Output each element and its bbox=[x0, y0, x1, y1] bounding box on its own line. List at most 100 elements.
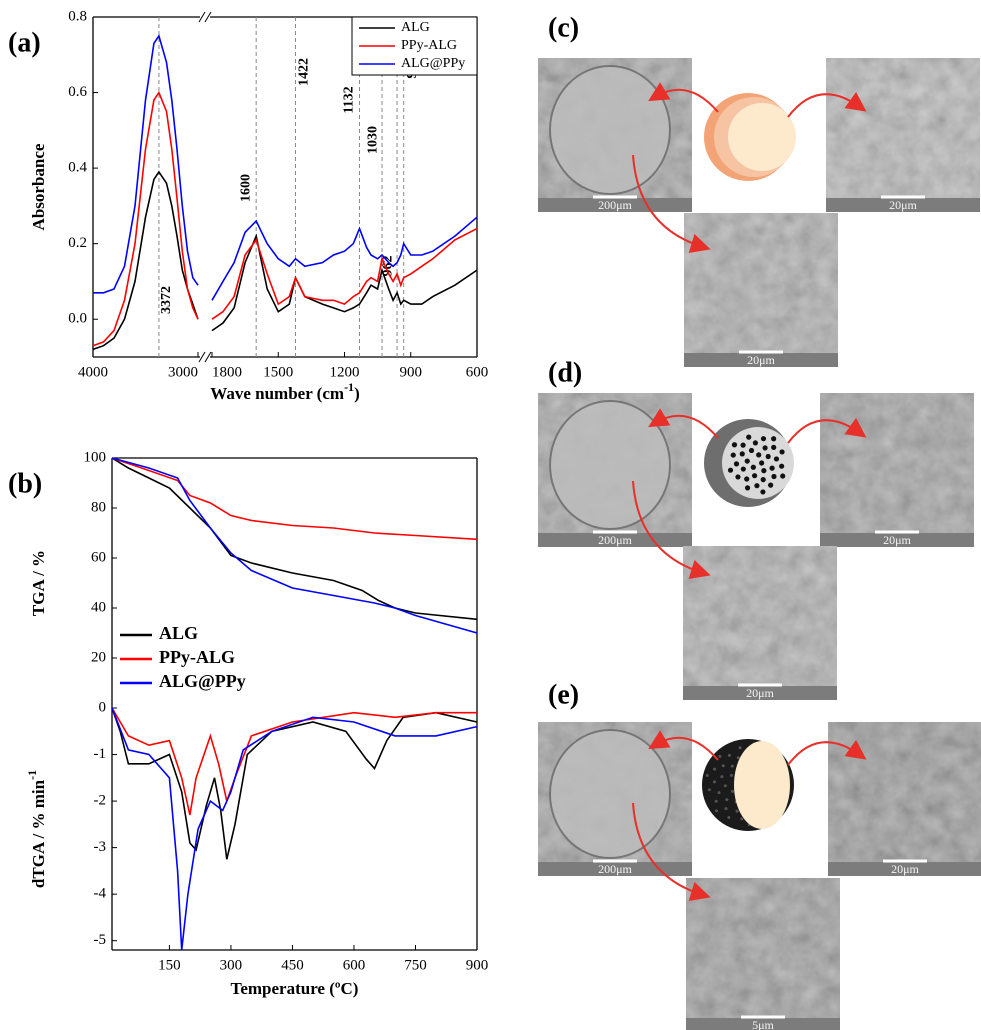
legend-label: PPy-ALG bbox=[401, 38, 457, 53]
legend-label: ALG@PPy bbox=[159, 671, 246, 691]
y-axis-label: dTGA / % min-1 bbox=[25, 770, 48, 888]
schematic-pore bbox=[761, 468, 766, 473]
y-tick-label: -3 bbox=[94, 839, 107, 855]
sem-texture bbox=[686, 878, 840, 1018]
schematic-pore bbox=[745, 485, 750, 490]
scale-label: 20μm bbox=[746, 686, 774, 700]
data-line bbox=[112, 458, 477, 539]
y-tick-label: 0.8 bbox=[68, 8, 87, 24]
data-line bbox=[112, 708, 477, 859]
schematic-pore bbox=[722, 764, 725, 767]
panel-label: (e) bbox=[548, 679, 579, 710]
schematic-pore bbox=[728, 468, 733, 473]
schematic-pore bbox=[769, 466, 774, 471]
x-tick-label: 750 bbox=[404, 957, 427, 973]
x-tick-label: 600 bbox=[343, 957, 366, 973]
legend-label: PPy-ALG bbox=[159, 647, 235, 667]
schematic-pore bbox=[744, 476, 749, 481]
schematic-pore bbox=[737, 756, 740, 759]
x-tick-label: 600 bbox=[466, 364, 489, 380]
schematic-pore bbox=[731, 765, 734, 768]
schematic-pore bbox=[740, 443, 745, 448]
bead bbox=[550, 66, 670, 194]
y-axis-label-part: -1 bbox=[25, 770, 39, 780]
schematic-pore bbox=[735, 474, 740, 479]
schematic-core bbox=[728, 103, 796, 171]
schematic-pore bbox=[715, 809, 718, 812]
schematic-pore bbox=[751, 465, 756, 470]
y-tick-label: 100 bbox=[84, 449, 107, 465]
x-tick-label: 450 bbox=[281, 957, 304, 973]
legend-label: ALG@PPy bbox=[401, 56, 465, 71]
y-tick-label: 20 bbox=[91, 649, 106, 665]
x-tick-label: 300 bbox=[220, 957, 243, 973]
sem-texture bbox=[684, 213, 838, 353]
scale-label: 20μm bbox=[747, 353, 775, 367]
schematic-pore bbox=[780, 473, 785, 478]
x-axis-label: Temperature (ºC) bbox=[231, 979, 359, 998]
schematic-pore bbox=[771, 474, 776, 479]
x-axis-label: Wave number (cm-1) bbox=[210, 380, 359, 403]
schematic-pore bbox=[759, 460, 764, 465]
schematic-pore bbox=[739, 746, 742, 749]
y-tick-label: -1 bbox=[94, 746, 107, 762]
schematic-core bbox=[722, 427, 794, 499]
schematic-pore bbox=[761, 436, 766, 441]
y-tick-label: 80 bbox=[91, 499, 106, 515]
schematic-pore bbox=[725, 798, 728, 801]
scale-label: 20μm bbox=[891, 862, 919, 876]
legend-label: ALG bbox=[159, 623, 198, 643]
schematic-pore bbox=[740, 817, 743, 820]
schematic-pore bbox=[713, 780, 716, 783]
data-line bbox=[212, 217, 477, 300]
y-tick-label: -4 bbox=[94, 886, 107, 902]
schematic-pore bbox=[771, 436, 776, 441]
schematic-pore bbox=[706, 774, 709, 777]
schematic-pore bbox=[715, 800, 718, 803]
y-tick-label: 0.6 bbox=[68, 84, 87, 100]
schematic-pore bbox=[718, 755, 721, 758]
schematic-pore bbox=[779, 464, 784, 469]
schematic-pore bbox=[728, 754, 731, 757]
peak-label: 1422 bbox=[297, 58, 312, 86]
schematic-pore bbox=[734, 461, 739, 466]
y-tick-label: -5 bbox=[94, 932, 107, 948]
y-tick-label: 0.2 bbox=[68, 235, 87, 251]
schematic-pore bbox=[754, 483, 759, 488]
y-tick-label: 60 bbox=[91, 549, 106, 565]
data-line bbox=[112, 458, 477, 619]
schematic-pore bbox=[768, 483, 773, 488]
x-axis-label-part: Wave number (cm bbox=[210, 384, 344, 403]
y-tick-label: 0 bbox=[99, 699, 107, 715]
schematic-pore bbox=[731, 790, 734, 793]
sem-texture bbox=[820, 393, 974, 533]
schematic-core bbox=[734, 741, 790, 829]
scale-label: 200μm bbox=[598, 533, 632, 547]
sem-texture bbox=[828, 722, 981, 862]
x-tick-label: 1200 bbox=[330, 364, 360, 380]
panel-label: (a) bbox=[8, 27, 41, 58]
schematic-pore bbox=[741, 466, 746, 471]
x-tick-label: 900 bbox=[466, 957, 489, 973]
scale-label: 20μm bbox=[883, 533, 911, 547]
schematic-pore bbox=[735, 810, 738, 813]
panel-label: (d) bbox=[548, 357, 582, 388]
schematic-pore bbox=[718, 791, 721, 794]
scale-label: 5μm bbox=[752, 1018, 774, 1030]
x-tick-label: 1500 bbox=[263, 364, 293, 380]
schematic-pore bbox=[761, 477, 766, 482]
schematic-pore bbox=[762, 445, 767, 450]
schematic-pore bbox=[746, 435, 751, 440]
schematic-pore bbox=[752, 473, 757, 478]
data-line bbox=[112, 708, 477, 950]
legend-label: ALG bbox=[401, 20, 430, 35]
y-axis-label-part: dTGA / % min bbox=[29, 779, 48, 888]
y-tick-label: -2 bbox=[94, 793, 107, 809]
peak-label: 1030 bbox=[365, 126, 380, 154]
schematic-pore bbox=[760, 489, 765, 494]
schematic-pore bbox=[766, 454, 771, 459]
sem-texture bbox=[826, 58, 980, 198]
peak-label: 3372 bbox=[159, 286, 174, 314]
schematic-pore bbox=[724, 784, 727, 787]
schematic-pore bbox=[774, 456, 779, 461]
